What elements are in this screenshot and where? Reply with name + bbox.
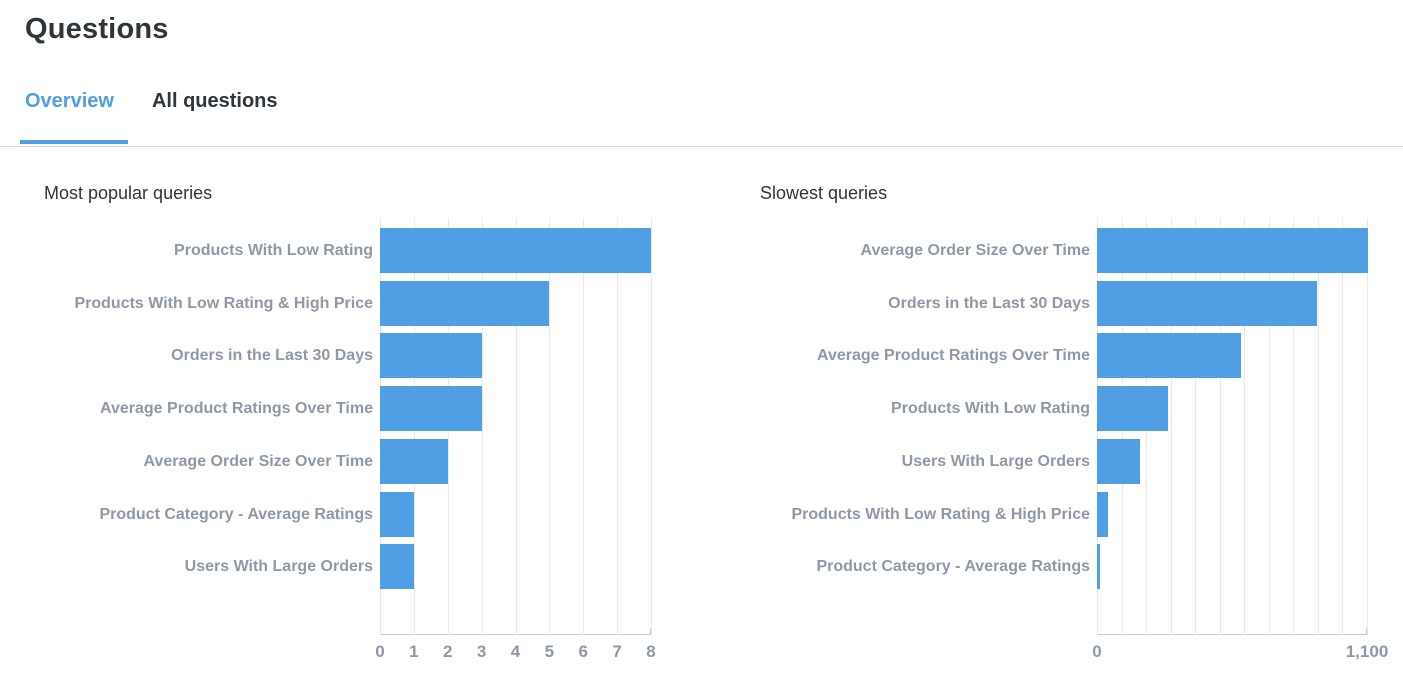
gridline — [1367, 218, 1368, 635]
x-axis-tick-label: 2 — [443, 642, 453, 661]
bar-label[interactable]: Users With Large Orders — [184, 558, 373, 576]
chart-title: Most popular queries — [44, 183, 213, 203]
bar-label[interactable]: Orders in the Last 30 Days — [888, 294, 1090, 312]
x-axis-tick-label: 0 — [1092, 642, 1102, 661]
tabs: Overview All questions — [25, 90, 278, 113]
gridline — [1170, 218, 1172, 635]
gridline — [651, 218, 652, 635]
chart-title: Slowest queries — [760, 183, 888, 203]
bar-label[interactable]: Average Product Ratings Over Time — [100, 400, 373, 418]
gridline — [1195, 218, 1197, 635]
chart-slowest-queries: Slowest queries Average Order Size Over … — [760, 183, 1400, 673]
bar[interactable] — [1097, 333, 1241, 379]
x-axis-tick-label: 0 — [375, 642, 385, 661]
bar[interactable] — [1097, 386, 1169, 432]
gridline — [1293, 218, 1295, 635]
bar[interactable] — [1097, 228, 1369, 273]
bar-label[interactable]: Average Product Ratings Over Time — [817, 347, 1090, 365]
gridline — [1219, 218, 1221, 635]
bar[interactable] — [380, 280, 550, 326]
bar-label[interactable]: Products With Low Rating & High Price — [791, 505, 1090, 523]
bar-label[interactable]: Product Category - Average Ratings — [99, 505, 373, 523]
x-axis-tick-label: 3 — [476, 642, 487, 661]
gridline — [1268, 218, 1270, 635]
x-axis-tick-label: 7 — [612, 642, 622, 661]
x-axis-tick-label: 1 — [409, 642, 419, 661]
bar-label[interactable]: Orders in the Last 30 Days — [171, 347, 373, 365]
gridline — [1244, 218, 1246, 635]
bar[interactable] — [1097, 280, 1317, 326]
gridline — [1342, 218, 1344, 635]
bar-label[interactable]: Average Order Size Over Time — [860, 242, 1090, 259]
bar[interactable] — [1097, 491, 1109, 537]
chart-body: Products With Low Rating Products With Lo… — [44, 183, 669, 673]
gridline — [481, 218, 483, 635]
gridline — [549, 218, 551, 635]
bar[interactable] — [380, 438, 448, 484]
page-title: Questions — [25, 13, 169, 45]
bar[interactable] — [380, 544, 414, 590]
bar-label[interactable]: Users With Large Orders — [901, 452, 1090, 470]
gridline — [583, 218, 585, 635]
bar[interactable] — [1097, 544, 1101, 590]
tab-overview[interactable]: Overview — [25, 90, 114, 112]
bar-label[interactable]: Products With Low Rating — [891, 400, 1090, 418]
x-axis-tick-label: 6 — [578, 642, 588, 661]
bar-label[interactable]: Products With Low Rating & High Price — [74, 294, 373, 312]
bar[interactable] — [380, 386, 482, 432]
x-axis-tick-label: 8 — [646, 642, 656, 661]
chart-body: Average Order Size Over Time Orders in th… — [760, 183, 1400, 673]
bar-label[interactable]: Product Category - Average Ratings — [816, 558, 1090, 576]
bar-label[interactable]: Average Order Size Over Time — [143, 452, 373, 470]
gridline — [617, 218, 619, 635]
chart-most-popular-queries: Most popular queries Products With Low R… — [44, 183, 669, 673]
x-axis-tick-label: 4 — [510, 642, 521, 661]
bar[interactable] — [380, 491, 414, 537]
x-axis-tick-label: 5 — [544, 642, 555, 661]
bar-label[interactable]: Products With Low Rating — [174, 242, 373, 259]
gridline — [515, 218, 517, 635]
tabs-divider — [0, 146, 1403, 147]
bar[interactable] — [1097, 438, 1140, 484]
x-axis-tick-label: 1,100 — [1345, 642, 1389, 661]
tab-all-questions[interactable]: All questions — [151, 90, 278, 112]
bar[interactable] — [380, 333, 482, 379]
gridline — [1317, 218, 1319, 635]
active-tab-indicator — [20, 140, 128, 144]
bar[interactable] — [380, 228, 651, 273]
